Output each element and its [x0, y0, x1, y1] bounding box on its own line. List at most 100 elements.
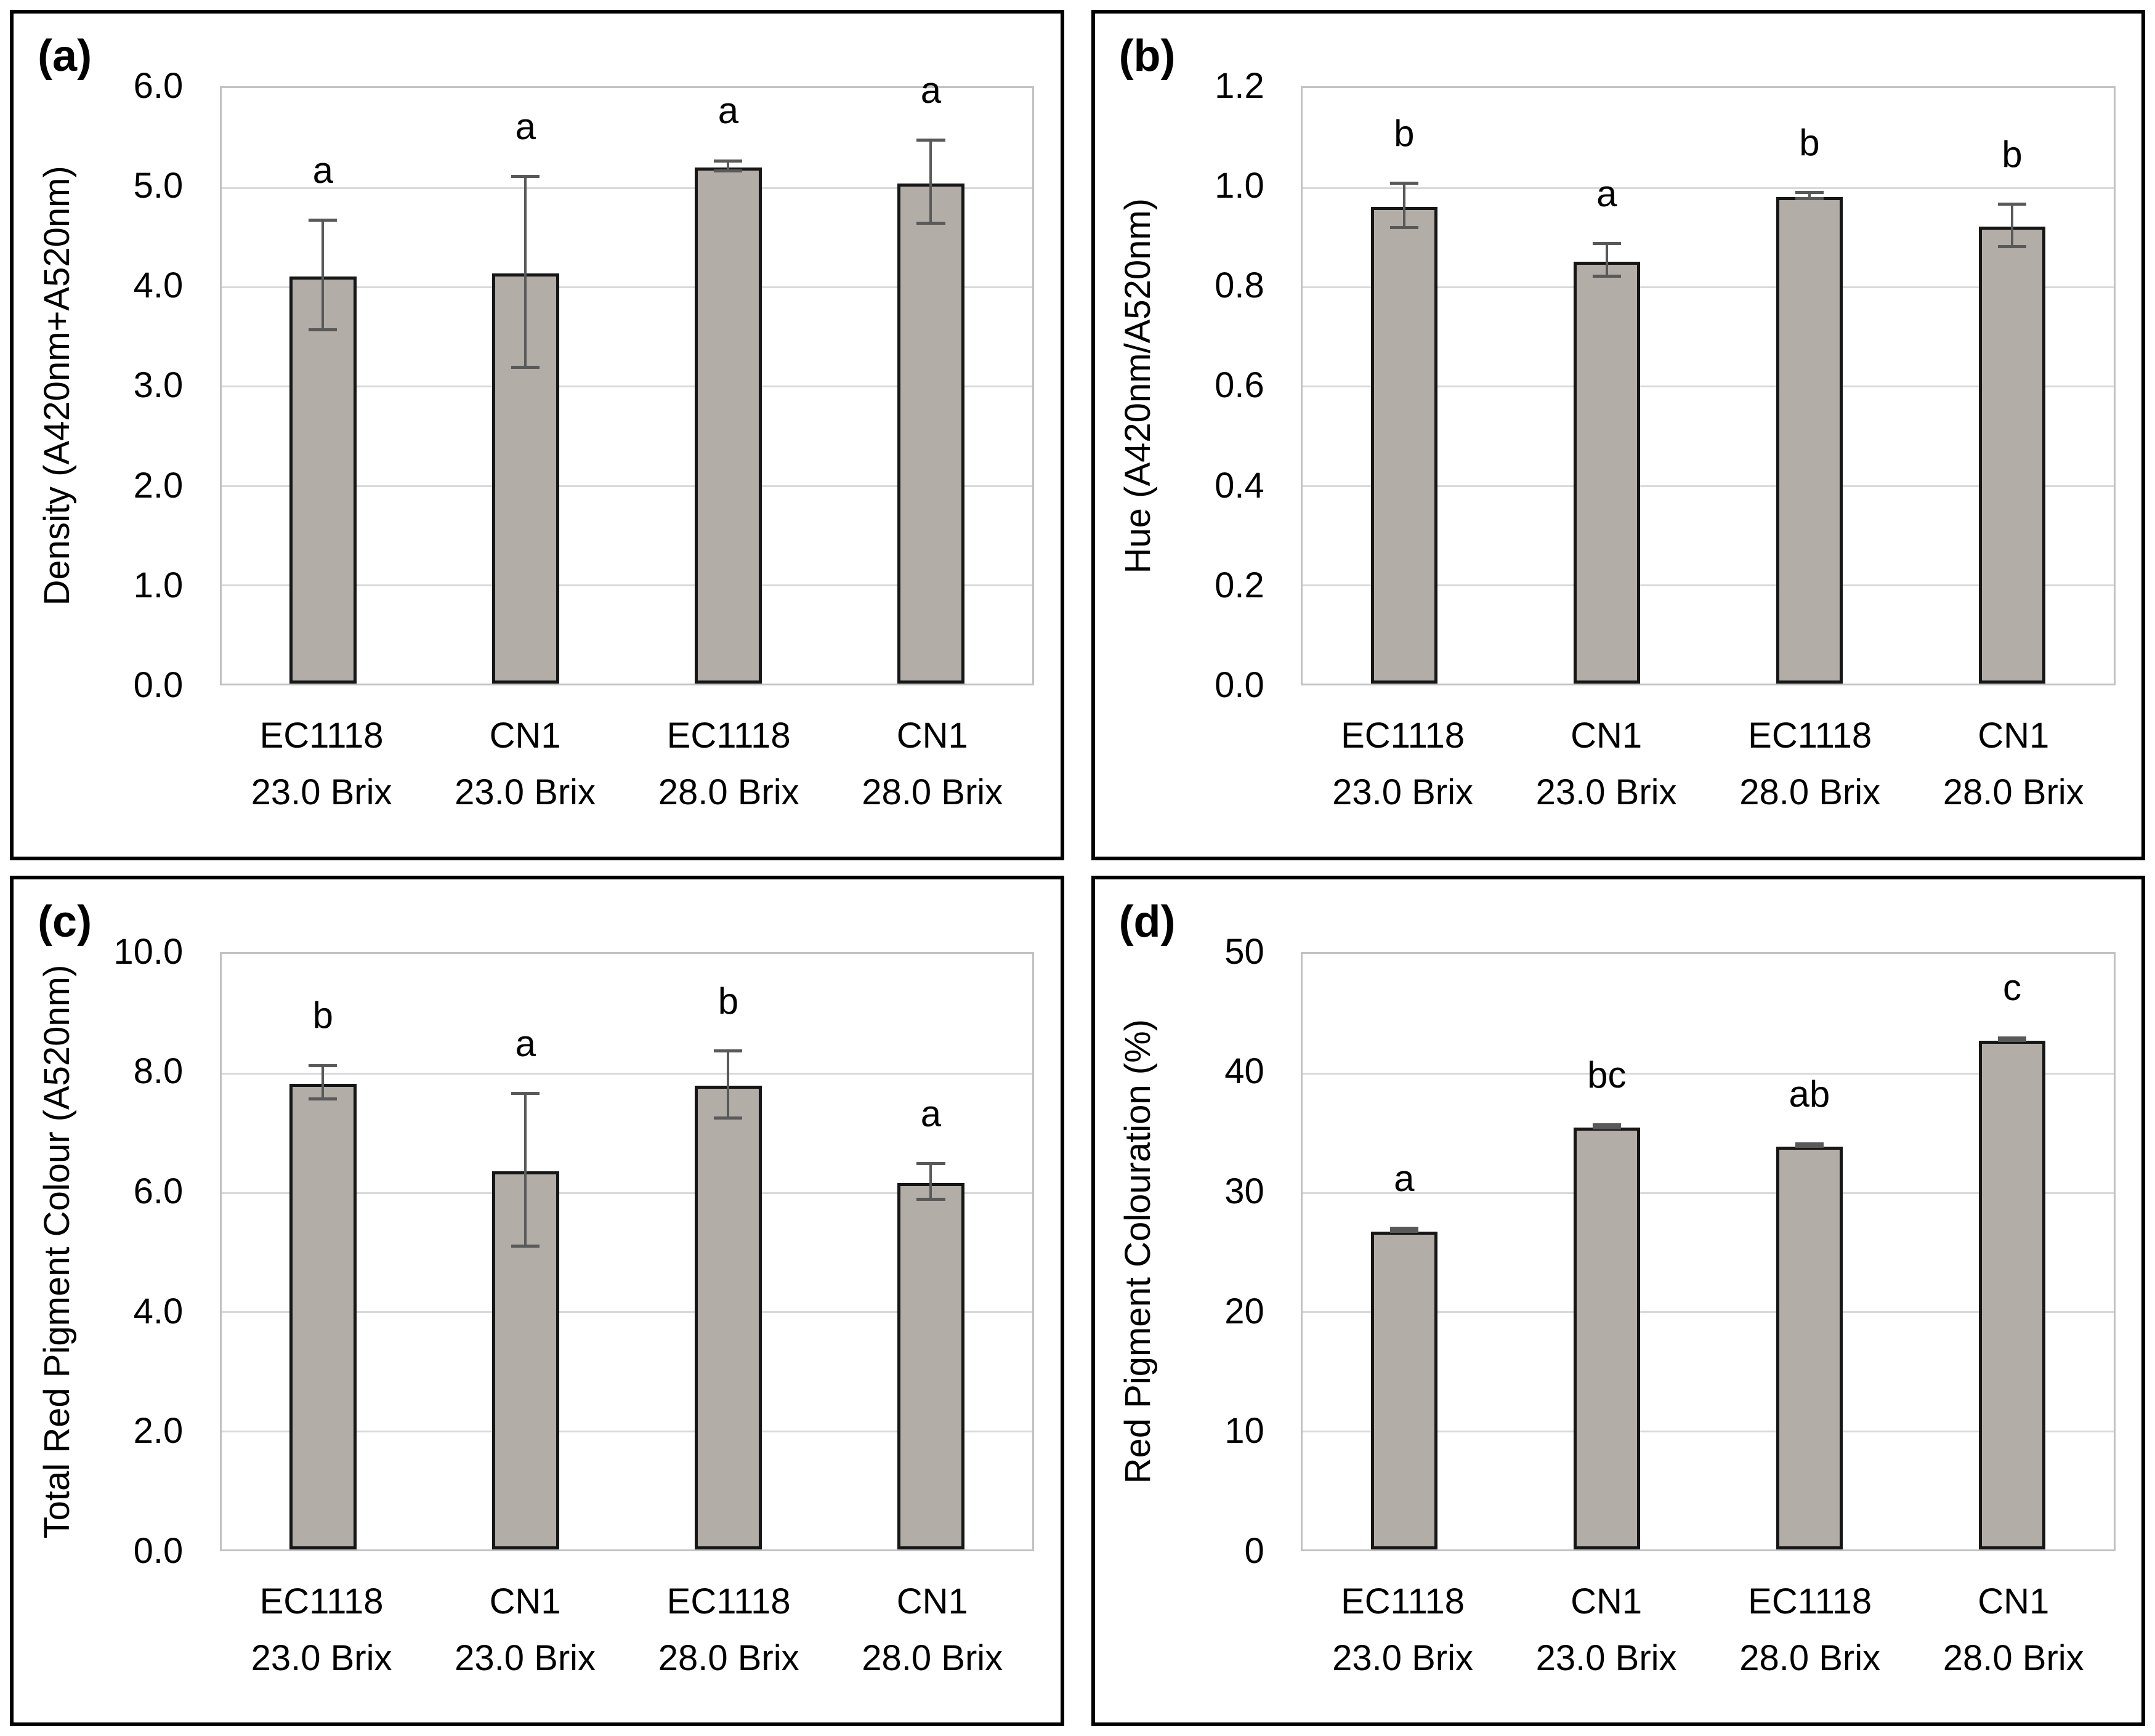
plot-area-c: b a b a — [219, 951, 1034, 1552]
y-tick-label: 10 — [1224, 1411, 1264, 1451]
bar-EC1118-28.0 — [1776, 1147, 1843, 1550]
category-strain-label: EC1118 — [259, 1581, 384, 1621]
error-bar-cap-bottom — [1997, 245, 2026, 249]
panel-d: (d) Red Pigment Colouration (%) 0 10 20 30 4… — [1091, 876, 2145, 1726]
y-tick-label: 0.2 — [1215, 565, 1264, 605]
category-strain-label: EC1118 — [1341, 715, 1465, 756]
y-tick-label: 4.0 — [133, 265, 184, 306]
y-tick-label: 0.0 — [133, 1531, 184, 1572]
panel-label-b: (b) — [1118, 31, 1176, 81]
error-bar-cap-bottom — [309, 328, 338, 331]
error-bar-cap-bottom — [714, 169, 743, 172]
significance-letter: b — [718, 980, 739, 1022]
y-tick-label: 50 — [1224, 931, 1264, 972]
significance-letter: c — [2002, 967, 2021, 1009]
gridline — [1303, 485, 2114, 487]
error-bar-cap-top — [916, 138, 945, 142]
plot-area-a: a a a a — [219, 71, 1034, 686]
category-strain-label: EC1118 — [1748, 1581, 1872, 1621]
gridline — [221, 485, 1032, 487]
category-strain-label: EC1118 — [666, 1581, 791, 1621]
category-label: CN1 28.0 Brix — [830, 708, 1034, 822]
error-bar-cap-bottom — [511, 1244, 540, 1248]
category-strain-label: CN1 — [1978, 1581, 2050, 1621]
error-bar-stem — [929, 1165, 932, 1201]
category-label: EC1118 23.0 Brix — [1301, 708, 1505, 822]
significance-letter: a — [515, 1022, 536, 1064]
category-brix-label: 28.0 Brix — [862, 1638, 1003, 1679]
error-bar-cap-top — [511, 1091, 540, 1095]
category-label: CN1 28.0 Brix — [830, 1573, 1034, 1688]
error-bar-cap-top — [1592, 1123, 1621, 1126]
error-bar-cap-top — [309, 219, 338, 222]
category-label: CN1 23.0 Brix — [423, 708, 627, 822]
significance-letter: b — [312, 995, 333, 1036]
panel-label-c: (c) — [38, 897, 92, 947]
bar-EC1118-23.0 — [289, 277, 357, 684]
category-label: CN1 28.0 Brix — [1912, 1573, 2116, 1688]
category-strain-label: CN1 — [489, 715, 561, 756]
error-bar-cap-top — [1997, 202, 2026, 206]
category-brix-label: 23.0 Brix — [251, 772, 392, 813]
error-bar-cap-bottom — [714, 1116, 743, 1120]
category-strain-label: CN1 — [1978, 715, 2050, 756]
error-bar-cap-bottom — [1592, 275, 1621, 278]
panel-c: (c) Total Red Pigment Colour (A520nm) 0.… — [10, 876, 1064, 1726]
category-strain-label: EC1118 — [259, 715, 384, 756]
error-bar-cap-top — [714, 159, 743, 163]
error-bar-stem — [321, 222, 325, 331]
category-brix-label: 23.0 Brix — [455, 1638, 596, 1679]
error-bar-cap-bottom — [1389, 226, 1418, 230]
significance-letter: a — [920, 69, 942, 111]
error-bar-cap-bottom — [1592, 1126, 1621, 1129]
error-bar-cap-top — [1997, 1036, 2026, 1040]
gridline — [1303, 286, 2114, 289]
plot-area-b: b a b b — [1301, 86, 2116, 686]
error-bar-stem — [1402, 184, 1405, 230]
category-brix-label: 28.0 Brix — [658, 772, 799, 813]
y-tick-label: 8.0 — [133, 1051, 184, 1092]
panel-b: (b) Hue (A420nm/A520nm) 0.0 0.2 0.4 0.6 0.8 1… — [1091, 10, 2145, 860]
y-tick-label: 3.0 — [133, 365, 184, 406]
gridline — [221, 584, 1032, 586]
bar-EC1118-23.0 — [1370, 207, 1438, 684]
significance-letter: ab — [1789, 1073, 1830, 1115]
y-tick-label: 0.6 — [1215, 365, 1264, 406]
bar-EC1118-23.0 — [1370, 1231, 1438, 1550]
gridline — [1303, 187, 2114, 189]
y-tick-label: 30 — [1224, 1171, 1264, 1212]
error-bar-cap-bottom — [916, 222, 945, 225]
gridline — [221, 1073, 1032, 1075]
bar-EC1118-28.0 — [695, 167, 762, 684]
category-strain-label: EC1118 — [1341, 1581, 1465, 1621]
category-label: CN1 23.0 Brix — [1505, 708, 1708, 822]
error-bar-cap-bottom — [1795, 196, 1824, 200]
y-tick-label: 0.0 — [133, 665, 184, 706]
category-label: EC1118 28.0 Brix — [1708, 1573, 1912, 1688]
category-brix-label: 23.0 Brix — [1332, 772, 1474, 813]
y-tick-label: 0 — [1244, 1531, 1264, 1572]
bar-CN1-28.0 — [897, 1183, 964, 1550]
error-bar-cap-top — [916, 1162, 945, 1166]
category-brix-label: 23.0 Brix — [1535, 772, 1677, 813]
category-label: EC1118 28.0 Brix — [1708, 708, 1912, 822]
error-bar-stem — [929, 141, 932, 225]
significance-letter: a — [1394, 1157, 1415, 1199]
category-brix-label: 28.0 Brix — [1739, 772, 1881, 813]
error-bar-stem — [524, 178, 527, 369]
y-tick-label: 2.0 — [133, 465, 184, 506]
category-label: EC1118 23.0 Brix — [220, 1573, 424, 1688]
x-category-labels-d: EC1118 23.0 Brix CN1 23.0 Brix EC1118 28.0 Br… — [1301, 1573, 2115, 1700]
bar-CN1-28.0 — [1978, 227, 2046, 684]
gridline — [221, 386, 1032, 388]
error-bar-stem — [727, 1052, 730, 1120]
gridline — [1303, 1073, 2114, 1075]
error-bar-cap-bottom — [916, 1198, 945, 1201]
y-tick-label: 5.0 — [133, 165, 184, 206]
category-brix-label: 23.0 Brix — [1332, 1638, 1474, 1679]
error-bar-cap-top — [511, 175, 540, 179]
y-tick-label: 20 — [1224, 1291, 1264, 1331]
significance-letter: a — [718, 90, 739, 132]
error-bar-cap-top — [1592, 242, 1621, 246]
y-tick-label: 1.0 — [1215, 165, 1264, 206]
